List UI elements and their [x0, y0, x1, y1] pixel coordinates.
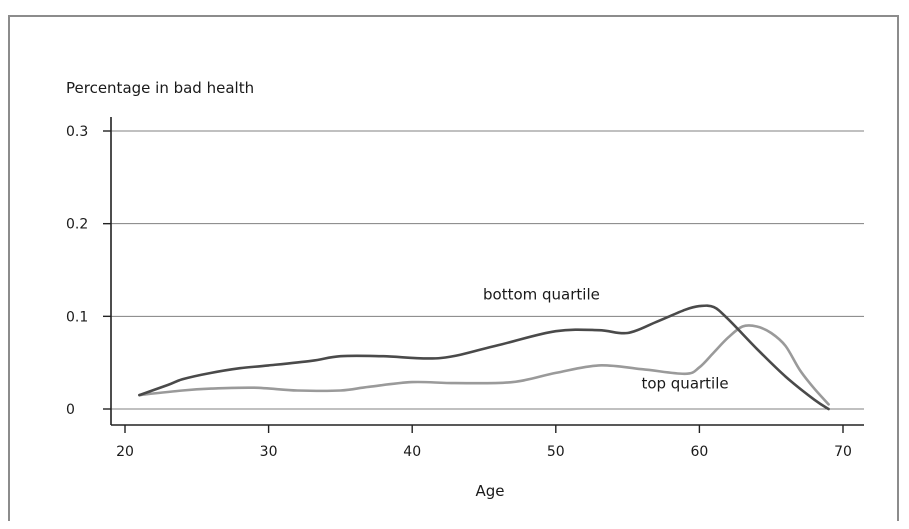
y-axis-title: Percentage in bad health: [66, 79, 254, 97]
axes: [110, 117, 864, 426]
x-tick-label: 20: [116, 444, 134, 460]
y-tick-label: 0.3: [66, 124, 88, 140]
x-tick-label: 50: [547, 444, 565, 460]
x-axis-title: Age: [475, 482, 504, 500]
y-tick-label: 0.1: [66, 309, 88, 325]
x-tick-label: 30: [260, 444, 278, 460]
x-tick-label: 60: [690, 444, 708, 460]
y-ticks: 0 0.1 0.2 0.3: [66, 124, 111, 418]
annotation-label: bottom quartile: [483, 286, 600, 304]
annotation-label: top quartile: [641, 375, 728, 393]
y-tick-label: 0.2: [66, 217, 88, 233]
x-tick-label: 40: [403, 444, 421, 460]
series-lines: [138, 304, 830, 411]
annotations: bottom quartile top quartile: [483, 286, 729, 393]
chart-frame: [8, 15, 899, 521]
series-line-bottom-quartile: [138, 304, 830, 411]
gridlines: [111, 130, 864, 410]
x-ticks: 20 30 40 50 60 70: [116, 425, 852, 460]
series-line-top-quartile: [138, 324, 830, 406]
x-tick-label: 70: [834, 444, 852, 460]
y-tick-label: 0: [66, 402, 75, 418]
